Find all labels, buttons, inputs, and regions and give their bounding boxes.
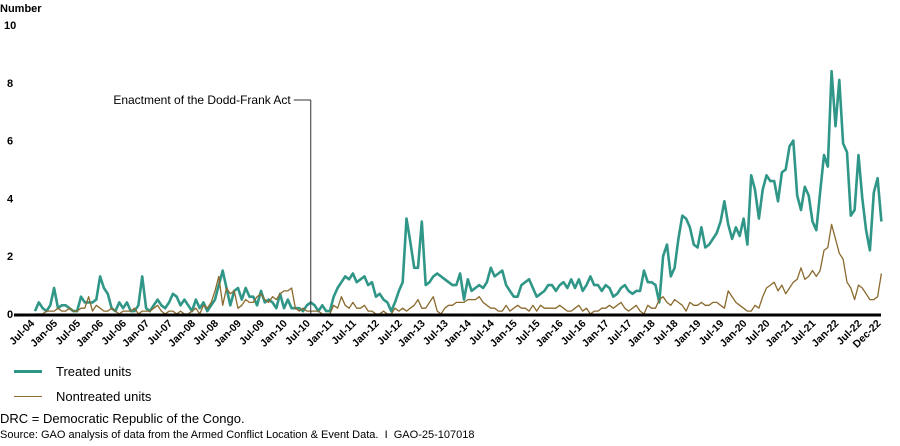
nontreated-units-line bbox=[35, 223, 883, 315]
legend-item-nontreated: Nontreated units bbox=[14, 389, 151, 404]
y-tick-label: 2 bbox=[7, 251, 13, 263]
y-tick-label: 8 bbox=[7, 78, 13, 90]
line-chart: Number 0 2 4 6 8 10 Enactment of the Dodd-Frank… bbox=[0, 3, 884, 350]
y-tick-label: 10 bbox=[4, 20, 16, 32]
source-note: Source: GAO analysis of data from the Ar… bbox=[0, 429, 475, 441]
treated-swatch bbox=[14, 370, 42, 373]
annotation-label: Enactment of the Dodd-Frank Act bbox=[113, 93, 291, 107]
y-tick-label: 0 bbox=[7, 309, 13, 321]
y-tick-label: 6 bbox=[7, 136, 13, 148]
legend-label-nontreated: Nontreated units bbox=[56, 389, 152, 404]
legend-label-treated: Treated units bbox=[56, 364, 132, 379]
nontreated-swatch bbox=[14, 395, 42, 398]
legend-item-treated: Treated units bbox=[14, 364, 131, 379]
y-axis-title: Number bbox=[0, 3, 42, 15]
y-tick-label: 4 bbox=[7, 193, 14, 205]
treated-units-line bbox=[33, 69, 883, 313]
footnote: DRC = Democratic Republic of the Congo. bbox=[0, 411, 245, 426]
